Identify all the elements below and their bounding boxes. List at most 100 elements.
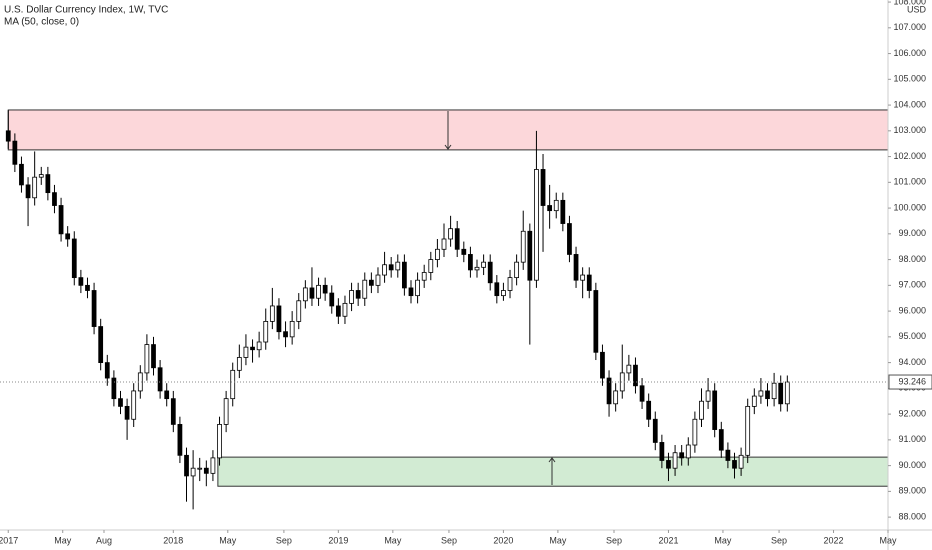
candles [0,110,888,510]
x-tick-label: Sep [441,535,457,545]
candle-body [699,400,704,420]
y-tick-label: 101.000 [893,177,926,187]
candle-body [19,163,24,186]
y-tick-label: 103.000 [893,125,926,135]
x-tick-label: 2021 [658,535,678,545]
y-tick-label: 102.000 [893,151,926,161]
y-tick-label: 100.000 [893,202,926,212]
candle-body [771,382,777,400]
candle-body [586,274,592,291]
candle-body [441,238,447,250]
candle-body [203,467,209,474]
candle-body [263,320,269,343]
candle-body [534,169,539,281]
candle-body [269,305,275,322]
y-tick-label: 107.000 [893,22,926,32]
candle-body [184,454,189,477]
candle-body [560,199,566,224]
candle-body [461,248,467,255]
candle-body [329,292,335,307]
candle-body [580,274,586,281]
candle-body [52,192,57,206]
candle-body [335,305,341,317]
candle-body [164,390,170,400]
candle-body [362,279,368,299]
candle-body [124,405,130,420]
candle-body [679,452,685,459]
x-tick-label: May [549,535,567,545]
candle-body [296,300,302,322]
candle-body [672,452,678,469]
candle-body [567,223,572,255]
candle-body [415,279,420,297]
candle-body [494,282,500,297]
y-tick-label: 88.000 [898,511,926,521]
candle-body [481,261,486,268]
candle-body [435,248,440,260]
x-tick-label: Sep [771,535,787,545]
candle-body [553,199,559,212]
y-tick-label: 90.000 [898,460,926,470]
candle-body [685,444,691,459]
last-price-label: 93.246 [898,376,926,386]
x-tick-label: May [384,535,402,545]
x-tick-label: May [879,535,897,545]
candle-body [395,261,401,271]
candle-body [421,272,427,281]
candle-body [210,457,216,474]
candle-body [217,424,222,459]
y-tick-label: 104.000 [893,99,926,109]
candle-body [547,205,553,212]
candle-body [111,377,117,400]
candle-body [375,274,381,286]
candle-body [712,390,718,430]
y-tick-label: 89.000 [898,486,926,496]
candle-body [751,395,757,407]
candle-body [91,290,97,327]
x-tick-label: 2020 [493,535,513,545]
candle-body [784,381,790,405]
candle-body [778,382,784,405]
x-tick-label: 2019 [328,535,348,545]
x-tick-label: 2022 [824,535,844,545]
candle-body [540,169,546,206]
candle-body [302,287,308,302]
candle-body [25,184,31,199]
candle-body [197,467,203,470]
candle-body [309,287,315,299]
candle-body [355,290,361,299]
candle-body [738,454,744,469]
candle-body [223,398,229,425]
candle-body [104,362,110,379]
candle-body [732,460,737,469]
candle-body [408,287,414,297]
candle-body [170,398,176,425]
y-tick-label: 98.000 [898,254,926,264]
candle-body [98,326,104,364]
candle-body [71,238,77,279]
candle-body [243,346,249,358]
candle-body [5,130,11,142]
candle-body [448,228,453,240]
x-tick-label: May [54,535,72,545]
candle-body [692,418,698,446]
candle-body [368,279,374,286]
x-tick-label: Sep [276,535,292,545]
candle-body [190,467,196,477]
candle-body [316,284,321,299]
candle-body [32,176,38,199]
candle-body [230,369,236,400]
candle-body [613,390,619,405]
indicator-label: MA (50, close, 0) [4,17,79,28]
candle-body [520,230,526,263]
candle-body [289,320,295,338]
candle-body [474,266,480,271]
candle-body [501,290,506,297]
candle-body [639,385,645,402]
candle-body [177,424,183,456]
y-tick-label: 105.000 [893,74,926,84]
candle-body [256,341,262,351]
